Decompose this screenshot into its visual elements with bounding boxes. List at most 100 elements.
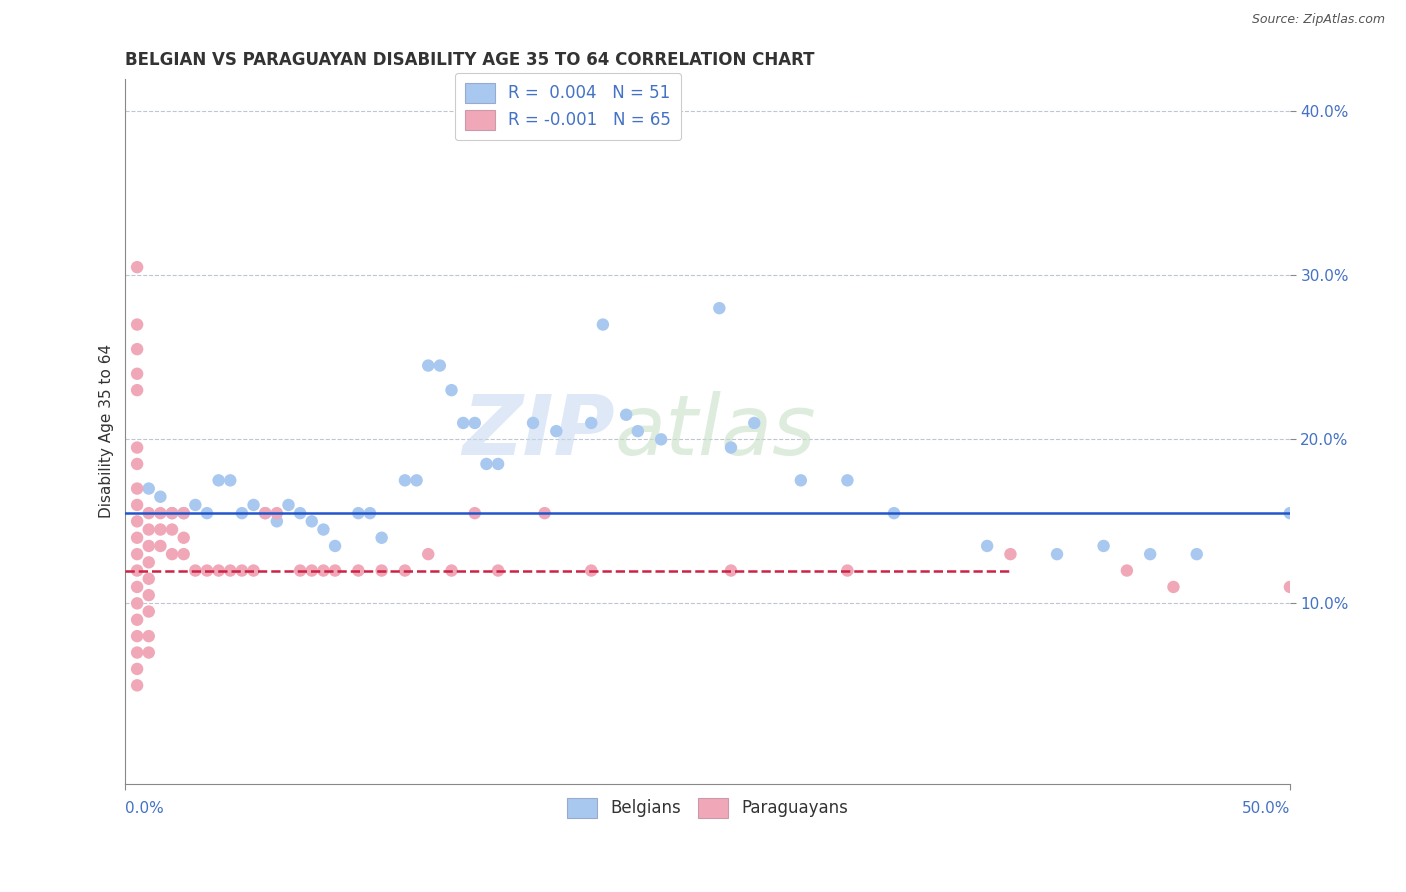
Point xyxy=(160,523,183,537)
Point xyxy=(720,441,742,455)
Point xyxy=(160,506,183,520)
Point xyxy=(195,564,218,578)
Point xyxy=(486,457,509,471)
Point xyxy=(207,564,229,578)
Point xyxy=(1000,547,1022,561)
Y-axis label: Disability Age 35 to 64: Disability Age 35 to 64 xyxy=(100,344,114,518)
Point xyxy=(127,596,149,610)
Point xyxy=(837,474,859,488)
Point xyxy=(149,506,172,520)
Point xyxy=(138,506,160,520)
Point xyxy=(127,441,149,455)
Point xyxy=(429,359,451,373)
Point xyxy=(522,416,544,430)
Point xyxy=(486,564,509,578)
Point xyxy=(127,629,149,643)
Point xyxy=(127,498,149,512)
Point xyxy=(359,506,381,520)
Point xyxy=(138,646,160,660)
Point xyxy=(347,506,370,520)
Point xyxy=(149,523,172,537)
Point xyxy=(127,547,149,561)
Point xyxy=(301,514,323,528)
Point xyxy=(288,564,311,578)
Point xyxy=(650,433,672,447)
Point xyxy=(976,539,998,553)
Point xyxy=(418,359,440,373)
Point xyxy=(581,564,603,578)
Point xyxy=(394,564,416,578)
Point xyxy=(173,531,195,545)
Point xyxy=(581,416,603,430)
Point xyxy=(1139,547,1161,561)
Point xyxy=(242,498,264,512)
Point xyxy=(323,539,346,553)
Point xyxy=(1115,564,1137,578)
Point xyxy=(138,572,160,586)
Point xyxy=(127,514,149,528)
Point xyxy=(127,342,149,356)
Point xyxy=(266,506,288,520)
Point xyxy=(231,564,253,578)
Point xyxy=(1302,457,1324,471)
Point xyxy=(127,646,149,660)
Point xyxy=(231,506,253,520)
Point xyxy=(127,482,149,496)
Text: BELGIAN VS PARAGUAYAN DISABILITY AGE 35 TO 64 CORRELATION CHART: BELGIAN VS PARAGUAYAN DISABILITY AGE 35 … xyxy=(125,51,815,69)
Point xyxy=(184,564,207,578)
Point xyxy=(160,506,183,520)
Point xyxy=(288,506,311,520)
Point xyxy=(138,629,160,643)
Point xyxy=(1278,506,1301,520)
Point xyxy=(347,564,370,578)
Point xyxy=(160,547,183,561)
Point xyxy=(790,474,813,488)
Point xyxy=(1185,547,1208,561)
Point xyxy=(138,523,160,537)
Point xyxy=(127,613,149,627)
Point xyxy=(627,424,650,438)
Text: Source: ZipAtlas.com: Source: ZipAtlas.com xyxy=(1251,13,1385,27)
Point xyxy=(138,482,160,496)
Point xyxy=(720,564,742,578)
Point xyxy=(301,564,323,578)
Point xyxy=(127,678,149,692)
Point xyxy=(440,383,463,397)
Point xyxy=(405,474,427,488)
Point xyxy=(127,318,149,332)
Point xyxy=(1163,580,1185,594)
Legend: Belgians, Paraguayans: Belgians, Paraguayans xyxy=(561,791,855,825)
Point xyxy=(127,457,149,471)
Point xyxy=(370,531,392,545)
Point xyxy=(1372,474,1395,488)
Point xyxy=(394,474,416,488)
Point xyxy=(127,260,149,275)
Point xyxy=(149,539,172,553)
Point xyxy=(592,318,614,332)
Point xyxy=(546,424,568,438)
Text: 0.0%: 0.0% xyxy=(125,801,165,816)
Point xyxy=(464,506,486,520)
Point xyxy=(127,580,149,594)
Point xyxy=(195,506,218,520)
Point xyxy=(742,416,765,430)
Point xyxy=(138,539,160,553)
Point xyxy=(533,506,555,520)
Point xyxy=(127,531,149,545)
Point xyxy=(1046,547,1069,561)
Point xyxy=(883,506,905,520)
Point xyxy=(312,564,335,578)
Point xyxy=(127,383,149,397)
Point xyxy=(266,514,288,528)
Point xyxy=(184,498,207,512)
Point xyxy=(1278,580,1301,594)
Point xyxy=(127,662,149,676)
Text: ZIP: ZIP xyxy=(463,391,614,472)
Text: atlas: atlas xyxy=(614,391,815,472)
Point xyxy=(242,564,264,578)
Point xyxy=(173,547,195,561)
Point xyxy=(370,564,392,578)
Point xyxy=(1092,539,1115,553)
Point xyxy=(138,605,160,619)
Point xyxy=(709,301,731,315)
